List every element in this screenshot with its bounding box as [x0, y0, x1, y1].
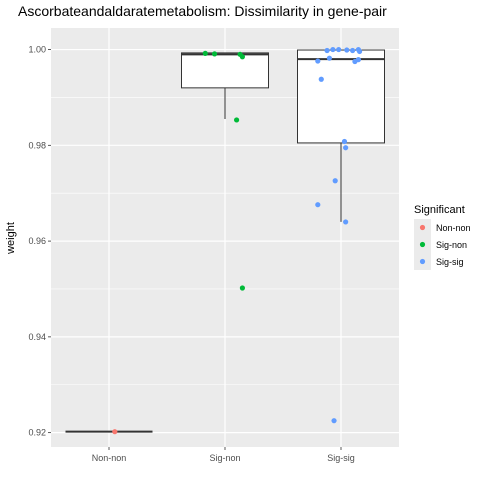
chart-title: Ascorbateandaldaratemetabolism: Dissimil… [18, 3, 387, 19]
legend: Non-non Sig-non Sig-sig [414, 219, 471, 270]
data-point-sig-non [234, 117, 240, 123]
x-axis: Non-non Sig-non Sig-sig [92, 447, 355, 463]
data-point-sig-sig [315, 58, 321, 64]
y-tick-label: 0.94 [28, 332, 46, 342]
data-point-sig-sig [315, 202, 321, 208]
y-tick-label: 0.96 [28, 236, 46, 246]
x-tick-label: Non-non [92, 453, 127, 463]
x-tick-label: Sig-sig [327, 453, 355, 463]
data-point-sig-non [239, 285, 245, 291]
y-axis-title: weight [5, 222, 17, 255]
data-point-sig-sig [318, 76, 324, 82]
data-point-sig-sig [356, 48, 363, 55]
legend-label: Sig-non [436, 240, 467, 250]
box-sig-non [181, 52, 269, 119]
point-layer [112, 46, 363, 435]
y-tick-label: 0.98 [28, 140, 46, 150]
x-tick-label: Sig-non [209, 453, 240, 463]
data-point-sig-sig [332, 178, 338, 184]
box-sig-sig [297, 49, 385, 222]
box-layer [65, 49, 385, 433]
legend-swatch [419, 258, 426, 265]
data-point-sig-sig [331, 418, 337, 424]
data-point-sig-non [211, 51, 218, 57]
y-tick-label: 1.00 [28, 45, 46, 55]
y-axis: 0.92 0.94 0.96 0.98 1.00 [28, 45, 51, 438]
legend-item-non-non: Non-non [414, 219, 471, 236]
legend-label: Sig-sig [436, 257, 464, 267]
data-point-sig-non [239, 54, 245, 60]
data-point-sig-sig [343, 219, 349, 225]
legend-title: Significant [414, 204, 465, 216]
legend-label: Non-non [436, 223, 471, 233]
legend-swatch [419, 241, 426, 248]
legend-item-sig-sig: Sig-sig [414, 253, 464, 270]
y-tick-label: 0.92 [28, 428, 46, 438]
data-point-sig-sig [343, 145, 349, 151]
box-iqr [181, 52, 269, 89]
data-point-sig-non [202, 50, 208, 56]
legend-swatch [419, 224, 426, 231]
data-point-non-non [112, 429, 118, 435]
data-point-sig-sig [330, 46, 336, 53]
data-point-sig-sig [350, 47, 356, 54]
data-point-sig-sig [344, 47, 350, 53]
data-point-sig-sig [326, 55, 332, 61]
box-iqr [297, 49, 385, 144]
data-point-sig-sig [355, 57, 361, 63]
legend-item-sig-non: Sig-non [414, 236, 467, 253]
data-point-sig-sig [324, 47, 330, 54]
data-point-sig-sig [336, 46, 342, 53]
data-point-sig-sig [341, 138, 348, 145]
